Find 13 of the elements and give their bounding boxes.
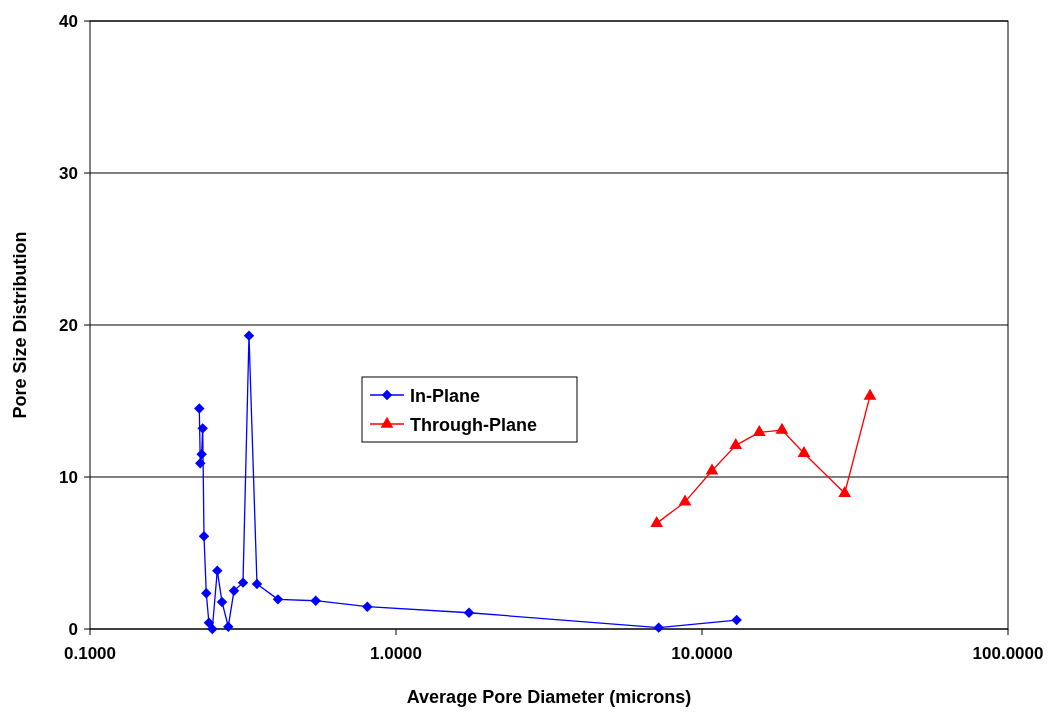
x-tick-label: 10.0000 — [671, 644, 733, 663]
x-axis-title: Average Pore Diameter (microns) — [406, 687, 692, 707]
legend-label: Through-Plane — [410, 415, 537, 435]
x-tick-label: 100.0000 — [972, 644, 1044, 663]
y-tick-label: 0 — [68, 620, 78, 639]
y-tick-label: 20 — [59, 316, 78, 335]
y-tick-label: 40 — [59, 12, 78, 31]
y-axis-title: Pore Size Distribution — [10, 231, 30, 419]
y-tick-label: 10 — [59, 468, 78, 487]
x-tick-label: 0.1000 — [64, 644, 116, 663]
y-tick-label: 30 — [59, 164, 78, 183]
x-tick-label: 1.0000 — [370, 644, 422, 663]
legend-label: In-Plane — [410, 386, 481, 406]
